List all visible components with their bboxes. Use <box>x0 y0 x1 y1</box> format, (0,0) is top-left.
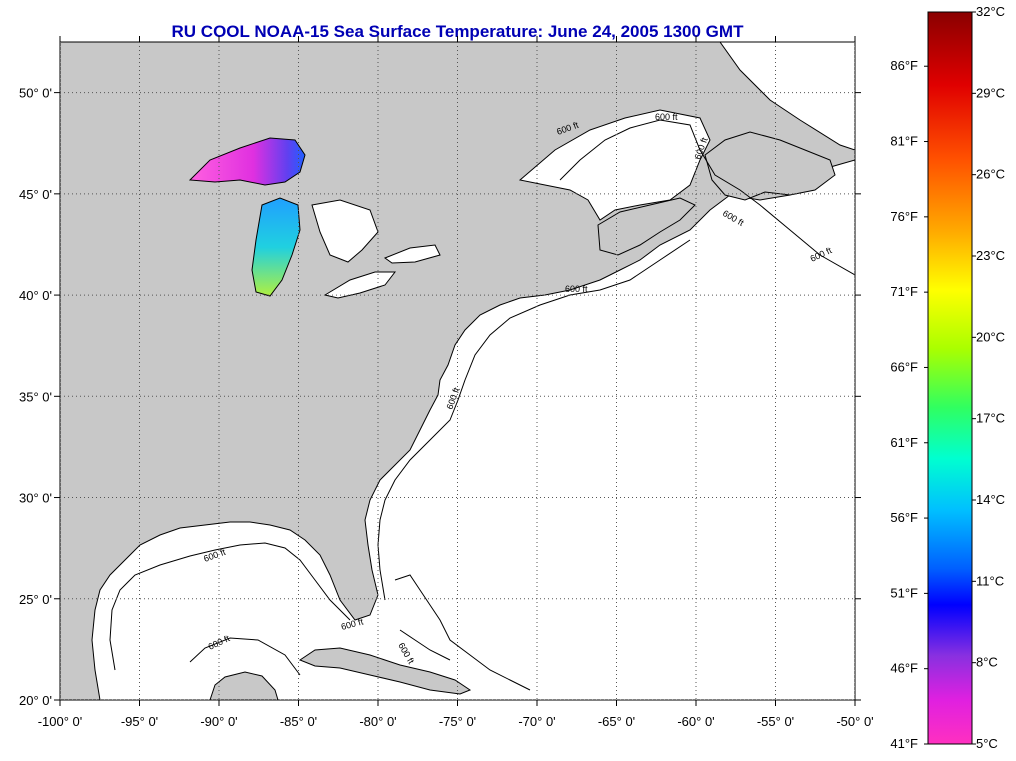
map-axis-ticks: -100° 0' -95° 0' -90° 0' -85° 0' -80° 0' -75°… <box>19 36 874 729</box>
land-cuba <box>298 647 472 695</box>
x-tick-label: -85° 0' <box>280 714 317 729</box>
colorbar-fahrenheit-label: 71°F <box>890 284 918 299</box>
map-title: RU COOL NOAA-15 Sea Surface Temperature:… <box>171 22 744 41</box>
lake-michigan <box>251 197 301 297</box>
x-tick-label: -100° 0' <box>38 714 83 729</box>
contour-label: 600 ft <box>565 284 588 294</box>
x-tick-label: -65° 0' <box>598 714 635 729</box>
x-tick-label: -80° 0' <box>359 714 396 729</box>
x-tick-label: -75° 0' <box>439 714 476 729</box>
colorbar-fahrenheit-label: 46°F <box>890 661 918 676</box>
y-tick-label: 45° 0' <box>19 187 52 202</box>
colorbar-celsius-label: 5°C <box>976 736 998 751</box>
colorbar-fahrenheit-label: 86°F <box>890 58 918 73</box>
map-gridlines <box>60 42 855 700</box>
colorbar-celsius-label: 23°C <box>976 248 1005 263</box>
x-tick-label: -70° 0' <box>518 714 555 729</box>
colorbar-celsius-label: 14°C <box>976 492 1005 507</box>
land-newfoundland <box>704 131 836 201</box>
y-tick-label: 25° 0' <box>19 592 52 607</box>
lake-superior <box>188 137 306 186</box>
x-tick-label: -60° 0' <box>677 714 714 729</box>
colorbar-fahrenheit-label: 51°F <box>890 585 918 600</box>
colorbar-celsius-label: 20°C <box>976 329 1005 344</box>
y-tick-label: 20° 0' <box>19 693 52 708</box>
colorbar-fahrenheit-label: 41°F <box>890 736 918 751</box>
x-tick-label: -55° 0' <box>757 714 794 729</box>
land-nova-scotia <box>597 197 696 256</box>
colorbar-fahrenheit-label: 66°F <box>890 359 918 374</box>
contour-600ft-yucatan <box>189 637 301 676</box>
contour-600ft-atlantic <box>377 119 855 601</box>
colorbar-celsius-label: 8°C <box>976 655 998 670</box>
colorbar-fahrenheit-label: 81°F <box>890 134 918 149</box>
colorbar-fahrenheit-label: 76°F <box>890 209 918 224</box>
bahamas-outline <box>394 574 531 691</box>
colorbar-ticks: 32°C 29°C 26°C 23°C 20°C 17°C 14°C 11°C 8°C 5°C 86… <box>890 4 1005 751</box>
colorbar-celsius-label: 29°C <box>976 85 1005 100</box>
colorbar-celsius-label: 32°C <box>976 4 1005 19</box>
x-tick-label: -50° 0' <box>836 714 873 729</box>
x-tick-label: -95° 0' <box>121 714 158 729</box>
y-tick-label: 35° 0' <box>19 389 52 404</box>
water-gulf-st-lawrence <box>518 109 711 221</box>
x-tick-label: -90° 0' <box>200 714 237 729</box>
colorbar-celsius-label: 26°C <box>976 167 1005 182</box>
contour-600ft-gulf <box>109 542 351 671</box>
lake-ontario <box>383 244 441 264</box>
colorbar-fahrenheit-label: 61°F <box>890 435 918 450</box>
colorbar-celsius-label: 11°C <box>976 573 1004 588</box>
land-yucatan <box>209 671 279 700</box>
contour-label: 600 ft <box>655 112 678 122</box>
colorbar-celsius-label: 17°C <box>976 411 1005 426</box>
lake-huron <box>311 199 379 263</box>
colorbar-fahrenheit-label: 56°F <box>890 510 918 525</box>
y-tick-label: 30° 0' <box>19 491 52 506</box>
y-tick-label: 40° 0' <box>19 288 52 303</box>
y-tick-label: 50° 0' <box>19 86 52 101</box>
colorbar <box>927 11 973 745</box>
